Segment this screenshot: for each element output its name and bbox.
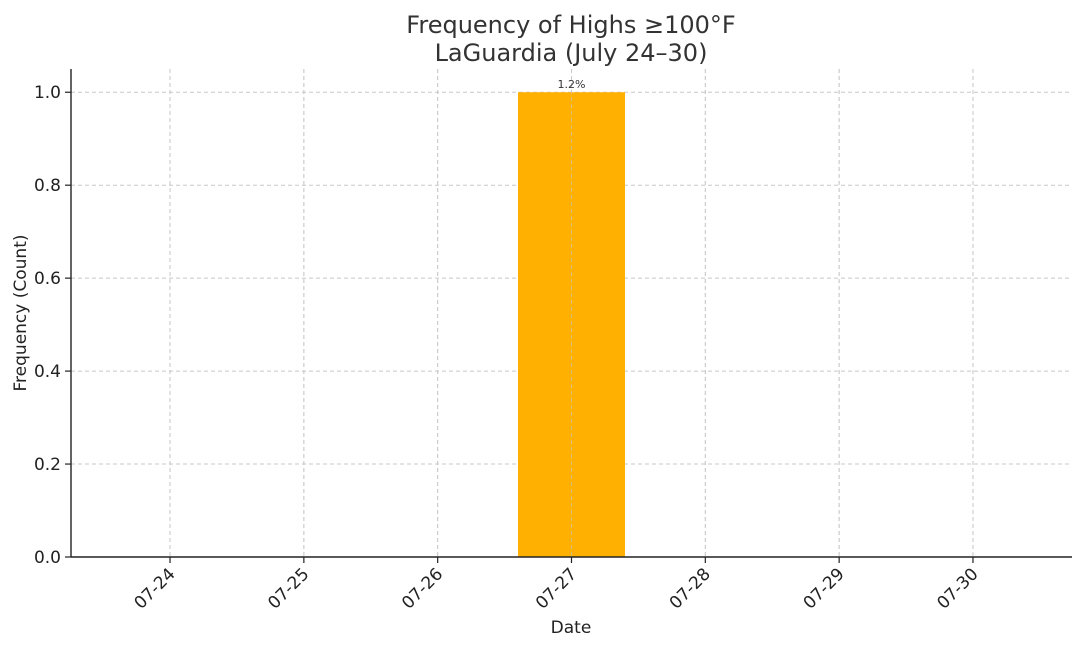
x-tick-label: 07-29 <box>800 564 849 613</box>
chart-subtitle: LaGuardia (July 24–30) <box>435 39 708 67</box>
x-tick-label: 07-28 <box>666 564 715 613</box>
chart-title: Frequency of Highs ≥100°F <box>406 11 735 39</box>
x-tick-label: 07-27 <box>532 564 581 613</box>
y-axis-label: Frequency (Count) <box>11 235 31 392</box>
x-axis-label: Date <box>551 618 592 638</box>
y-tick-label: 0.8 <box>34 176 61 196</box>
x-tick-label: 07-30 <box>933 564 982 613</box>
y-tick-label: 0.6 <box>34 269 61 289</box>
bar-annotation: 1.2% <box>558 78 586 91</box>
x-tick-label: 07-26 <box>398 564 447 613</box>
y-tick-label: 0.2 <box>34 455 61 475</box>
x-tick-label: 07-24 <box>130 564 179 613</box>
y-tick-label: 1.0 <box>34 83 61 103</box>
x-tick-label: 07-25 <box>264 564 313 613</box>
y-tick-label: 0.0 <box>34 548 61 568</box>
y-tick-label: 0.4 <box>34 362 61 382</box>
